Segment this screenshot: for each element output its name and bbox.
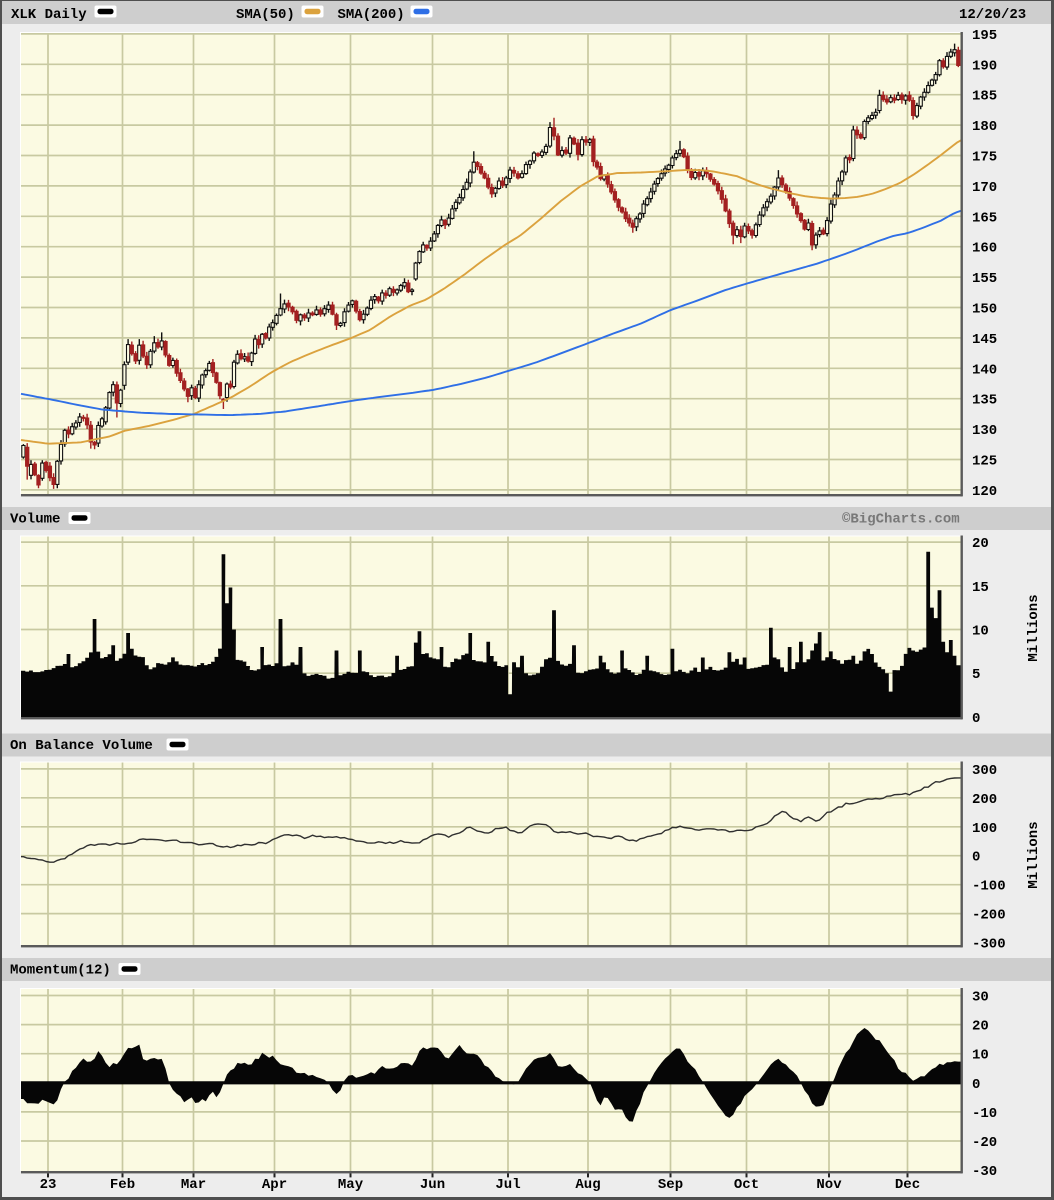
svg-text:195: 195 bbox=[972, 28, 997, 44]
svg-text:0: 0 bbox=[972, 850, 980, 866]
svg-text:Jul: Jul bbox=[495, 1177, 520, 1193]
svg-text:190: 190 bbox=[972, 58, 997, 74]
svg-text:Nov: Nov bbox=[816, 1177, 842, 1193]
svg-text:10: 10 bbox=[972, 624, 989, 640]
svg-text:-30: -30 bbox=[972, 1164, 997, 1180]
svg-text:-200: -200 bbox=[972, 908, 1006, 924]
svg-text:0: 0 bbox=[972, 711, 980, 727]
svg-text:Aug: Aug bbox=[575, 1177, 600, 1193]
svg-text:Jun: Jun bbox=[420, 1177, 445, 1193]
svg-text:-300: -300 bbox=[972, 937, 1006, 953]
svg-text:10: 10 bbox=[972, 1048, 989, 1064]
svg-text:145: 145 bbox=[972, 332, 997, 348]
svg-text:Dec: Dec bbox=[895, 1177, 920, 1193]
svg-text:-10: -10 bbox=[972, 1106, 997, 1122]
svg-text:100: 100 bbox=[972, 821, 997, 837]
svg-text:Feb: Feb bbox=[110, 1177, 135, 1193]
svg-text:15: 15 bbox=[972, 580, 989, 596]
svg-text:XLK Daily: XLK Daily bbox=[11, 7, 87, 23]
svg-text:0: 0 bbox=[972, 1077, 980, 1093]
svg-text:On Balance Volume: On Balance Volume bbox=[10, 738, 153, 754]
svg-text:20: 20 bbox=[972, 536, 989, 552]
svg-text:125: 125 bbox=[972, 454, 997, 470]
svg-text:135: 135 bbox=[972, 393, 997, 409]
svg-text:30: 30 bbox=[972, 990, 989, 1006]
svg-text:20: 20 bbox=[972, 1019, 989, 1035]
svg-text:Millions: Millions bbox=[1026, 821, 1042, 888]
svg-text:SMA(200): SMA(200) bbox=[338, 7, 405, 23]
svg-text:Momentum(12): Momentum(12) bbox=[10, 963, 111, 979]
svg-text:23: 23 bbox=[40, 1177, 57, 1193]
svg-text:300: 300 bbox=[972, 763, 997, 779]
svg-text:160: 160 bbox=[972, 241, 997, 257]
svg-text:155: 155 bbox=[972, 271, 997, 287]
svg-text:Volume: Volume bbox=[10, 512, 60, 528]
svg-text:120: 120 bbox=[972, 484, 997, 500]
svg-text:Apr: Apr bbox=[262, 1177, 287, 1193]
svg-text:150: 150 bbox=[972, 302, 997, 318]
svg-text:©BigCharts.com: ©BigCharts.com bbox=[842, 512, 960, 528]
svg-text:185: 185 bbox=[972, 89, 997, 105]
svg-text:170: 170 bbox=[972, 180, 997, 196]
svg-text:5: 5 bbox=[972, 667, 980, 683]
svg-text:May: May bbox=[338, 1177, 364, 1193]
svg-text:-100: -100 bbox=[972, 879, 1006, 895]
svg-text:12/20/23: 12/20/23 bbox=[959, 7, 1026, 23]
svg-text:140: 140 bbox=[972, 362, 997, 378]
svg-text:Millions: Millions bbox=[1026, 594, 1042, 661]
svg-text:SMA(50): SMA(50) bbox=[236, 7, 295, 23]
svg-text:Oct: Oct bbox=[734, 1177, 759, 1193]
svg-text:Mar: Mar bbox=[181, 1177, 206, 1193]
svg-text:165: 165 bbox=[972, 210, 997, 226]
svg-text:180: 180 bbox=[972, 119, 997, 135]
svg-text:175: 175 bbox=[972, 150, 997, 166]
svg-text:130: 130 bbox=[972, 423, 997, 439]
svg-text:-20: -20 bbox=[972, 1135, 997, 1151]
svg-text:Sep: Sep bbox=[658, 1177, 683, 1193]
svg-text:200: 200 bbox=[972, 792, 997, 808]
